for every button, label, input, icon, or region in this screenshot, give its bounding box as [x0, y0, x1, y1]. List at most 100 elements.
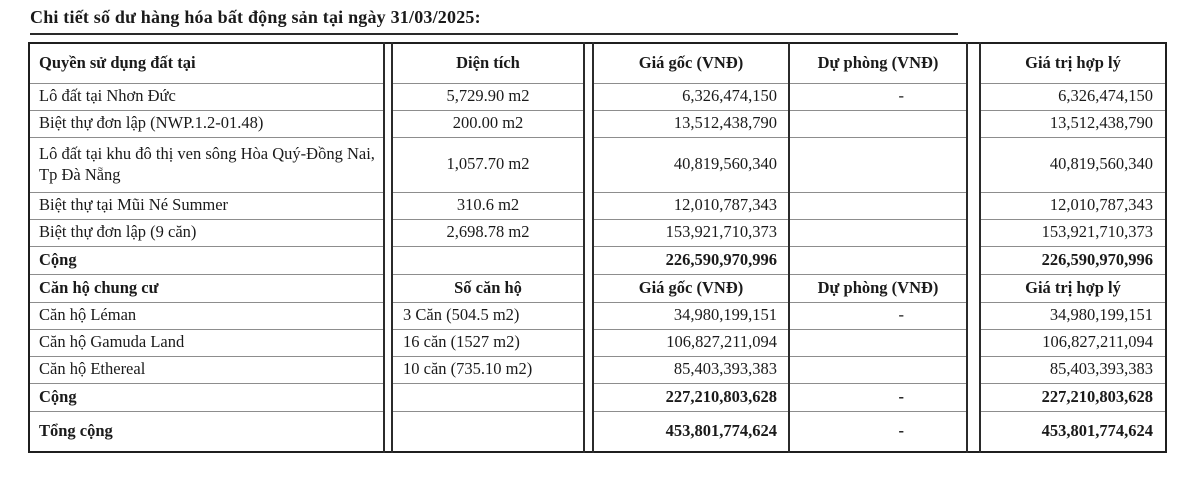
cell-name: Biệt thự tại Mũi Né Summer [29, 191, 385, 220]
cell-cost: 106,827,211,094 [592, 328, 790, 357]
title-underline [30, 33, 958, 35]
cell-cost: 13,512,438,790 [592, 109, 790, 138]
cell-area [391, 245, 585, 275]
spacer-column [584, 246, 593, 274]
spacer-column [384, 110, 392, 137]
header-cost: Giá gốc (VNĐ) [592, 273, 790, 303]
cell-unit-count: 3 Căn (504.5 m2) [391, 301, 585, 330]
spacer-column [384, 219, 392, 246]
table-row-header-land: Quyền sử dụng đất tại Diện tích Giá gốc … [29, 42, 1166, 84]
cell-name: Căn hộ Gamuda Land [29, 328, 385, 357]
cell-provision [789, 109, 968, 138]
spacer-column [967, 356, 980, 383]
spacer-column [384, 246, 392, 274]
cell-cost: 34,980,199,151 [592, 301, 790, 330]
table-row-grand-total: Tổng cộng 453,801,774,624 - 453,801,774,… [29, 410, 1166, 453]
cell-provision: - [789, 301, 968, 330]
document-title: Chi tiết số dư hàng hóa bất động sản tại… [30, 7, 481, 27]
spacer-column [384, 383, 392, 411]
spacer-column [584, 43, 593, 83]
spacer-column [384, 302, 392, 329]
cell-provision [789, 245, 968, 275]
cell-name: Lô đất tại Nhơn Đức [29, 82, 385, 111]
cell-subtotal-label: Cộng [29, 245, 385, 275]
spacer-column [584, 356, 593, 383]
spacer-column [384, 274, 392, 302]
cell-name: Biệt thự đơn lập (NWP.1.2-01.48) [29, 109, 385, 138]
table-row: Biệt thự đơn lập (9 căn) 2,698.78 m2 153… [29, 218, 1166, 247]
cell-fair-value: 12,010,787,343 [979, 191, 1166, 220]
cell-provision: - [789, 382, 968, 412]
spacer-column [584, 219, 593, 246]
spacer-column [584, 411, 593, 452]
cell-provision [789, 136, 968, 193]
header-cost: Giá gốc (VNĐ) [592, 42, 790, 84]
cell-grand-total-label: Tổng cộng [29, 410, 385, 453]
header-unit-count: Số căn hộ [391, 273, 585, 303]
table-row-subtotal-apartments: Cộng 227,210,803,628 - 227,210,803,628 [29, 382, 1166, 412]
header-apartment-name: Căn hộ chung cư [29, 273, 385, 303]
cell-provision: - [789, 82, 968, 111]
spacer-column [967, 219, 980, 246]
cell-area: 2,698.78 m2 [391, 218, 585, 247]
cell-area: 310.6 m2 [391, 191, 585, 220]
spacer-column [384, 83, 392, 110]
spacer-column [967, 43, 980, 83]
header-fair-value: Giá trị hợp lý [979, 42, 1166, 84]
spacer-column [967, 411, 980, 452]
spacer-column [384, 411, 392, 452]
cell-fair-value: 106,827,211,094 [979, 328, 1166, 357]
cell-fair-value: 453,801,774,624 [979, 410, 1166, 453]
table-row: Lô đất tại Nhơn Đức 5,729.90 m2 6,326,47… [29, 82, 1166, 111]
spacer-column [584, 274, 593, 302]
table-row: Căn hộ Léman 3 Căn (504.5 m2) 34,980,199… [29, 301, 1166, 330]
table-row-subtotal-land: Cộng 226,590,970,996 226,590,970,996 [29, 245, 1166, 275]
cell-name: Căn hộ Ethereal [29, 355, 385, 384]
cell-cost: 453,801,774,624 [592, 410, 790, 453]
spacer-column [384, 192, 392, 219]
cell-fair-value: 153,921,710,373 [979, 218, 1166, 247]
cell-cost: 85,403,393,383 [592, 355, 790, 384]
cell-fair-value: 85,403,393,383 [979, 355, 1166, 384]
spacer-column [584, 110, 593, 137]
header-fair-value: Giá trị hợp lý [979, 273, 1166, 303]
cell-area: 200.00 m2 [391, 109, 585, 138]
table-row: Biệt thự tại Mũi Né Summer 310.6 m2 12,0… [29, 191, 1166, 220]
table-row: Biệt thự đơn lập (NWP.1.2-01.48) 200.00 … [29, 109, 1166, 138]
spacer-column [584, 192, 593, 219]
spacer-column [584, 383, 593, 411]
header-area: Diện tích [391, 42, 585, 84]
spacer-column [967, 274, 980, 302]
cell-fair-value: 13,512,438,790 [979, 109, 1166, 138]
cell-provision [789, 355, 968, 384]
cell-area [391, 382, 585, 412]
spacer-column [384, 43, 392, 83]
spacer-column [584, 137, 593, 192]
cell-provision: - [789, 410, 968, 453]
cell-unit-count: 16 căn (1527 m2) [391, 328, 585, 357]
table-row: Căn hộ Ethereal 10 căn (735.10 m2) 85,40… [29, 355, 1166, 384]
cell-area: 5,729.90 m2 [391, 82, 585, 111]
cell-cost: 12,010,787,343 [592, 191, 790, 220]
spacer-column [384, 329, 392, 356]
cell-cost: 6,326,474,150 [592, 82, 790, 111]
cell-fair-value: 227,210,803,628 [979, 382, 1166, 412]
cell-provision [789, 191, 968, 220]
cell-provision [789, 328, 968, 357]
table-row: Lô đất tại khu đô thị ven sông Hòa Quý-Đ… [29, 136, 1166, 193]
cell-cost: 40,819,560,340 [592, 136, 790, 193]
spacer-column [384, 356, 392, 383]
cell-provision [789, 218, 968, 247]
spacer-column [967, 137, 980, 192]
spacer-column [967, 192, 980, 219]
spacer-column [584, 302, 593, 329]
spacer-column [967, 83, 980, 110]
spacer-column [967, 302, 980, 329]
cell-cost: 227,210,803,628 [592, 382, 790, 412]
cell-cost: 153,921,710,373 [592, 218, 790, 247]
cell-subtotal-label: Cộng [29, 382, 385, 412]
cell-name: Biệt thự đơn lập (9 căn) [29, 218, 385, 247]
spacer-column [967, 383, 980, 411]
cell-name: Căn hộ Léman [29, 301, 385, 330]
